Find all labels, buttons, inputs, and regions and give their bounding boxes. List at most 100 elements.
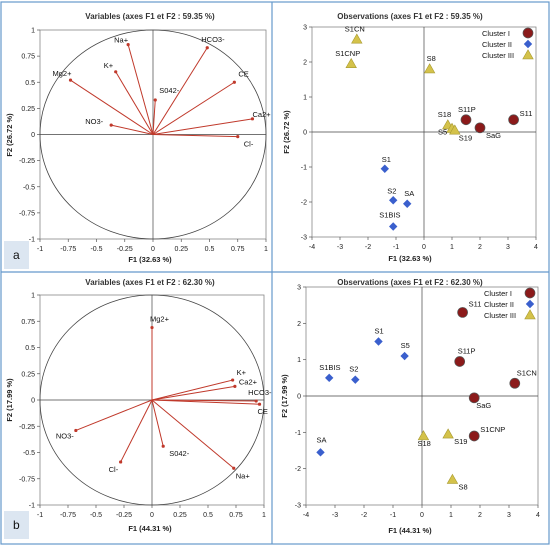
variable-point — [205, 46, 209, 50]
variable-vector — [152, 134, 238, 138]
cluster-2-marker — [389, 196, 398, 205]
cluster-2-marker — [403, 199, 412, 208]
observation-label: S1CNP — [480, 425, 505, 434]
chart-title: Observations (axes F1 et F2 : 59.35 %) — [337, 12, 483, 21]
x-tick-label: 0 — [151, 246, 155, 253]
y-tick-label: 1 — [31, 293, 35, 300]
cluster-3-marker — [449, 124, 461, 135]
y-tick-label: 3 — [297, 285, 301, 292]
cluster-3-marker — [351, 33, 363, 44]
chart-4: Observations (axes F1 et F2 : 62.30 %) -4… — [280, 278, 540, 535]
cluster-2-marker — [400, 351, 409, 361]
x-tick-label: 4 — [536, 512, 540, 519]
observation-label: S11P — [458, 346, 476, 355]
cluster-1-marker — [460, 114, 472, 126]
observation-label: S18 — [417, 439, 430, 448]
x-tick-label: -3 — [337, 244, 343, 251]
variable-point — [231, 378, 235, 382]
variable-point — [250, 117, 255, 121]
y-tick-label: 0.75 — [21, 54, 35, 61]
cluster-3-marker — [442, 428, 454, 439]
variable-label: Na+ — [236, 471, 251, 480]
observation-label: S11 — [520, 109, 533, 118]
cluster-2-marker — [525, 299, 535, 309]
observation-label: SaG — [476, 401, 491, 410]
observation-label: S1CNP — [335, 49, 360, 58]
legend-label: Cluster I — [482, 29, 510, 38]
cluster-1-marker — [468, 392, 480, 404]
correlation-circle — [39, 294, 265, 506]
y-tick-label: 0.25 — [21, 106, 35, 113]
variable-point — [153, 98, 157, 102]
x-axis-label: F1 (44.31 %) — [388, 526, 432, 535]
variable-point — [74, 428, 78, 433]
chart-3: Variables (axes F1 et F2 : 62.30 %) -1 -0.… — [5, 278, 272, 533]
y-tick-label: 1 — [303, 95, 307, 102]
variable-vector — [152, 99, 156, 135]
variable-label: Ca2+ — [252, 110, 271, 119]
cluster-2-marker — [374, 337, 383, 346]
variable-vector — [151, 399, 164, 447]
variable-label: NO3- — [85, 117, 103, 126]
variable-label: CE — [238, 69, 248, 78]
cluster-3-marker — [417, 430, 430, 441]
y-tick-label: -1 — [29, 503, 35, 510]
x-tick-label: -1 — [37, 246, 43, 253]
x-tick-label: 0 — [150, 512, 154, 519]
y-tick-label: 1 — [31, 28, 35, 35]
y-tick-label: 1 — [297, 357, 301, 364]
y-tick-label: -0.5 — [23, 184, 35, 191]
observation-label: S11 — [469, 299, 482, 308]
y-tick-label: -2 — [295, 466, 301, 473]
variable-vector — [151, 379, 233, 401]
panel-letter: a — [13, 248, 20, 262]
variable-vector — [152, 118, 253, 135]
cluster-3-marker — [446, 473, 459, 484]
variable-vector — [151, 385, 235, 401]
variable-vector — [127, 44, 154, 135]
variable-label: S042- — [159, 86, 180, 95]
variable-label: HCO3- — [248, 388, 272, 397]
variable-vector — [151, 399, 260, 405]
y-tick-label: -0.25 — [19, 424, 35, 431]
y-axis-label: F2 (17.99 %) — [5, 378, 14, 422]
x-tick-label: 1 — [450, 244, 454, 251]
observation-label: SaG — [486, 131, 501, 140]
variable-vector — [152, 47, 208, 135]
variable-vector — [120, 399, 153, 463]
variable-vector — [70, 79, 154, 135]
x-tick-label: 1 — [449, 512, 453, 519]
panel-letter-box — [4, 511, 29, 539]
cluster-1-marker — [524, 287, 536, 299]
y-tick-label: 2 — [303, 60, 307, 67]
variable-vector — [75, 399, 153, 431]
cluster-1-marker — [509, 377, 521, 389]
variable-label: Na+ — [114, 36, 129, 45]
observation-label: S5 — [401, 341, 410, 350]
variable-vector — [151, 399, 257, 402]
x-tick-label: 1 — [262, 512, 266, 519]
legend-label: Cluster I — [484, 289, 512, 298]
cluster-1-marker — [457, 307, 468, 318]
chart-title: Observations (axes F1 et F2 : 62.30 %) — [337, 278, 483, 287]
y-tick-label: -0.5 — [23, 450, 35, 457]
y-axis-label: F2 (26.72 %) — [282, 110, 291, 154]
x-tick-label: -0.5 — [90, 512, 102, 519]
variable-label: K+ — [237, 368, 247, 377]
variable-vector — [151, 399, 235, 469]
x-tick-label: -1 — [390, 512, 396, 519]
cluster-3-marker — [345, 57, 357, 68]
x-tick-label: 0.25 — [173, 512, 187, 519]
chart-title: Variables (axes F1 et F2 : 59.35 %) — [85, 12, 215, 21]
variable-label: S042- — [169, 449, 190, 458]
chart-title: Variables (axes F1 et F2 : 62.30 %) — [85, 278, 215, 287]
x-tick-label: -0.25 — [117, 246, 133, 253]
x-axis-label: F1 (32.63 %) — [388, 254, 432, 263]
x-axis-label: F1 (44.31 %) — [128, 524, 172, 533]
x-tick-label: 0 — [420, 512, 424, 519]
variable-point — [114, 70, 118, 74]
variable-vector — [111, 124, 154, 135]
variable-point — [68, 78, 73, 82]
legend-label: Cluster II — [484, 300, 514, 309]
